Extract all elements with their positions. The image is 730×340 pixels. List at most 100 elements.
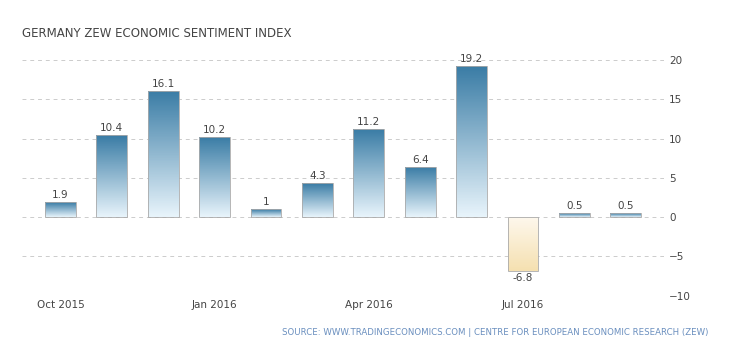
Bar [456, 108, 487, 109]
Bar [147, 127, 179, 128]
Bar [96, 211, 127, 212]
Bar [199, 159, 230, 160]
Bar [147, 198, 179, 199]
Bar [147, 126, 179, 127]
Bar [353, 143, 384, 144]
Bar [353, 173, 384, 174]
Bar [199, 181, 230, 182]
Bar [353, 186, 384, 187]
Bar [147, 205, 179, 206]
Bar [199, 175, 230, 176]
Bar [96, 153, 127, 154]
Bar [353, 140, 384, 141]
Bar [147, 194, 179, 195]
Bar [353, 150, 384, 151]
Bar [353, 198, 384, 199]
Bar [456, 199, 487, 200]
Bar [147, 181, 179, 182]
Bar [353, 136, 384, 137]
Bar [96, 172, 127, 173]
Bar [199, 195, 230, 196]
Bar [456, 128, 487, 129]
Bar [147, 172, 179, 173]
Text: GERMANY ZEW ECONOMIC SENTIMENT INDEX: GERMANY ZEW ECONOMIC SENTIMENT INDEX [22, 27, 291, 40]
Bar [456, 216, 487, 217]
Bar [199, 204, 230, 205]
Bar [147, 173, 179, 174]
Bar [147, 159, 179, 160]
Bar [353, 138, 384, 139]
Text: 19.2: 19.2 [460, 54, 483, 64]
Text: SOURCE: WWW.TRADINGECONOMICS.COM | CENTRE FOR EUROPEAN ECONOMIC RESEARCH (ZEW): SOURCE: WWW.TRADINGECONOMICS.COM | CENTR… [282, 328, 708, 337]
Bar [353, 147, 384, 148]
Bar [456, 82, 487, 83]
Bar [456, 212, 487, 214]
Bar [456, 195, 487, 196]
Bar [96, 141, 127, 142]
Bar [96, 135, 127, 136]
Bar [456, 142, 487, 143]
Bar [353, 195, 384, 196]
Bar [456, 144, 487, 145]
Bar [456, 103, 487, 104]
Bar [353, 187, 384, 188]
Bar [199, 177, 230, 178]
Bar [456, 140, 487, 141]
Bar [147, 105, 179, 106]
Bar [96, 158, 127, 159]
Bar [147, 168, 179, 169]
Bar [353, 214, 384, 215]
Bar [456, 100, 487, 101]
Bar [96, 155, 127, 156]
Bar [456, 185, 487, 186]
Bar [456, 191, 487, 192]
Bar [353, 182, 384, 183]
Bar [456, 111, 487, 112]
Bar [147, 131, 179, 132]
Bar [147, 183, 179, 184]
Bar [456, 188, 487, 189]
Bar [147, 153, 179, 154]
Bar [456, 125, 487, 126]
Bar [199, 174, 230, 175]
Bar [147, 147, 179, 148]
Bar [199, 142, 230, 143]
Bar [96, 168, 127, 169]
Bar [456, 198, 487, 199]
Bar [96, 187, 127, 188]
Bar [456, 178, 487, 179]
Bar [456, 68, 487, 69]
Bar [147, 135, 179, 136]
Bar [96, 169, 127, 170]
Bar [456, 72, 487, 73]
Bar [199, 138, 230, 139]
Text: 1.9: 1.9 [52, 190, 69, 200]
Bar [456, 164, 487, 165]
Bar [456, 84, 487, 85]
Bar [456, 78, 487, 79]
Bar [456, 168, 487, 169]
Bar [96, 201, 127, 202]
Bar [353, 135, 384, 136]
Bar [96, 199, 127, 200]
Bar [456, 159, 487, 160]
Bar [353, 163, 384, 164]
Bar [199, 170, 230, 171]
Bar [96, 210, 127, 211]
Bar [456, 145, 487, 146]
Bar [353, 152, 384, 153]
Bar [456, 180, 487, 181]
Bar [353, 156, 384, 157]
Bar [456, 77, 487, 78]
Bar [199, 140, 230, 141]
Bar [199, 139, 230, 140]
Bar [456, 143, 487, 144]
Bar [456, 136, 487, 137]
Bar [199, 195, 230, 196]
Bar [353, 192, 384, 193]
Bar [456, 155, 487, 156]
Bar [199, 194, 230, 195]
Bar [147, 144, 179, 145]
Bar [456, 175, 487, 176]
Bar [147, 184, 179, 185]
